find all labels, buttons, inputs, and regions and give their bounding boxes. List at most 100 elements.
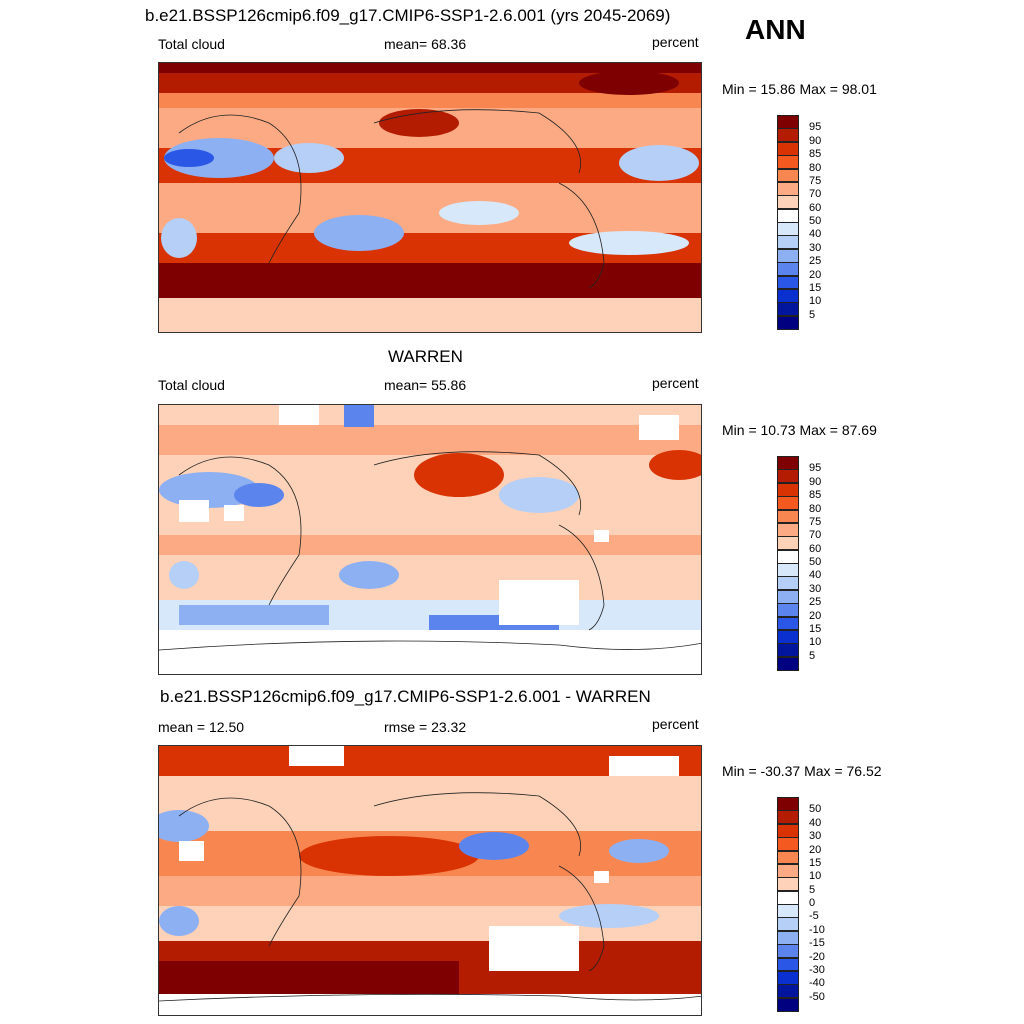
colorbar-tick-label: 90 xyxy=(809,134,822,147)
panel1-minmax-label: Min = 15.86 Max = 98.01 xyxy=(722,81,877,97)
colorbar-swatch xyxy=(777,890,799,905)
colorbar-swatch xyxy=(777,222,799,236)
colorbar-swatch xyxy=(777,797,799,811)
colorbar-swatch xyxy=(777,522,799,537)
colorbar-tick-label: -40 xyxy=(809,977,825,990)
colorbar-tick-label: -50 xyxy=(809,990,825,1003)
colorbar-tick-label: 70 xyxy=(809,188,822,201)
colorbar-swatch xyxy=(777,181,799,196)
colorbar-swatch xyxy=(777,629,799,644)
colorbar-swatch xyxy=(777,850,799,865)
colorbar-swatch xyxy=(777,877,799,892)
colorbar-tick-label: 95 xyxy=(809,121,822,134)
colorbar-swatch xyxy=(777,235,799,250)
colorbar-swatch xyxy=(777,315,799,330)
colorbar-tick-label: 75 xyxy=(809,174,822,187)
colorbar-swatch xyxy=(777,656,799,671)
panel1-colorbar xyxy=(777,115,799,330)
colorbar-swatch xyxy=(777,128,799,143)
colorbar-tick-label: 5 xyxy=(809,883,816,896)
panel2-variable-label: Total cloud xyxy=(158,377,225,393)
colorbar-tick-label: 50 xyxy=(809,556,822,568)
colorbar-tick-label: 85 xyxy=(809,489,822,502)
panel3-title: b.e21.BSSP126cmip6.f09_g17.CMIP6-SSP1-2.… xyxy=(160,687,651,706)
colorbar-tick-label: 0 xyxy=(809,897,816,909)
colorbar-tick-label: 5 xyxy=(809,649,816,662)
colorbar-swatch xyxy=(777,469,799,484)
colorbar-tick-label: 60 xyxy=(809,542,822,555)
colorbar-swatch xyxy=(777,930,799,945)
colorbar-swatch xyxy=(777,970,799,985)
colorbar-swatch xyxy=(777,262,799,276)
colorbar-tick-label: 80 xyxy=(809,502,822,515)
colorbar-swatch xyxy=(777,616,799,631)
colorbar-tick-label: 10 xyxy=(809,295,822,308)
colorbar-tick-label: 15 xyxy=(809,281,822,294)
panel1-map xyxy=(158,62,702,333)
panel2-colorbar xyxy=(777,456,799,671)
figure-title: b.e21.BSSP126cmip6.f09_g17.CMIP6-SSP1-2.… xyxy=(145,6,671,25)
colorbar-swatch xyxy=(777,536,799,551)
colorbar-swatch xyxy=(777,643,799,658)
colorbar-swatch xyxy=(777,302,799,317)
colorbar-tick-label: 5 xyxy=(809,308,816,321)
colorbar-tick-label: 30 xyxy=(809,830,822,843)
colorbar-tick-label: 90 xyxy=(809,475,822,488)
colorbar-swatch xyxy=(777,603,799,617)
colorbar-swatch xyxy=(777,810,799,825)
colorbar-tick-label: 25 xyxy=(809,255,822,268)
colorbar-swatch xyxy=(777,509,799,524)
colorbar-tick-label: 30 xyxy=(809,582,822,595)
colorbar-swatch xyxy=(777,115,799,129)
colorbar-swatch xyxy=(777,496,799,510)
colorbar-swatch xyxy=(777,576,799,591)
colorbar-swatch xyxy=(777,155,799,169)
colorbar-swatch xyxy=(777,837,799,851)
colorbar-tick-label: -5 xyxy=(809,910,819,923)
colorbar-tick-label: 25 xyxy=(809,596,822,609)
colorbar-swatch xyxy=(777,195,799,210)
colorbar-swatch xyxy=(777,904,799,918)
panel3-colorbar xyxy=(777,797,799,1012)
panel2-mean-label: mean= 55.86 xyxy=(384,377,467,393)
colorbar-tick-label: -10 xyxy=(809,923,825,936)
colorbar-tick-label: 40 xyxy=(809,569,822,582)
panel1-mean-label: mean= 68.36 xyxy=(384,36,467,52)
colorbar-swatch xyxy=(777,957,799,972)
colorbar-swatch xyxy=(777,997,799,1012)
panel3-map xyxy=(158,745,702,1016)
colorbar-tick-label: -15 xyxy=(809,937,825,950)
colorbar-swatch xyxy=(777,456,799,470)
colorbar-tick-label: 10 xyxy=(809,870,822,883)
colorbar-tick-label: 70 xyxy=(809,529,822,542)
panel2-map xyxy=(158,404,702,675)
panel3-rmse-label: rmse = 23.32 xyxy=(384,719,467,735)
colorbar-swatch xyxy=(777,563,799,577)
colorbar-swatch xyxy=(777,823,799,838)
colorbar-swatch xyxy=(777,863,799,878)
colorbar-swatch xyxy=(777,275,799,290)
panel2-minmax-label: Min = 10.73 Max = 87.69 xyxy=(722,422,877,438)
colorbar-tick-label: 80 xyxy=(809,161,822,174)
colorbar-tick-label: 60 xyxy=(809,201,822,214)
colorbar-tick-label: 15 xyxy=(809,856,822,869)
colorbar-swatch xyxy=(777,482,799,497)
colorbar-swatch xyxy=(777,248,799,263)
colorbar-tick-label: 20 xyxy=(809,268,822,281)
colorbar-tick-label: 95 xyxy=(809,462,822,475)
colorbar-tick-label: 85 xyxy=(809,148,822,161)
colorbar-tick-label: 50 xyxy=(809,215,822,227)
colorbar-tick-label: 20 xyxy=(809,843,822,856)
colorbar-tick-label: 30 xyxy=(809,241,822,254)
colorbar-swatch xyxy=(777,168,799,183)
colorbar-tick-label: 50 xyxy=(809,803,822,816)
colorbar-swatch xyxy=(777,208,799,223)
colorbar-tick-label: 75 xyxy=(809,515,822,528)
colorbar-tick-label: -20 xyxy=(809,950,825,963)
colorbar-swatch xyxy=(777,288,799,303)
panel3-minmax-label: Min = -30.37 Max = 76.52 xyxy=(722,763,882,779)
colorbar-swatch xyxy=(777,589,799,604)
panel2-units-label: percent xyxy=(652,375,699,391)
colorbar-swatch xyxy=(777,984,799,999)
panel1-variable-label: Total cloud xyxy=(158,36,225,52)
